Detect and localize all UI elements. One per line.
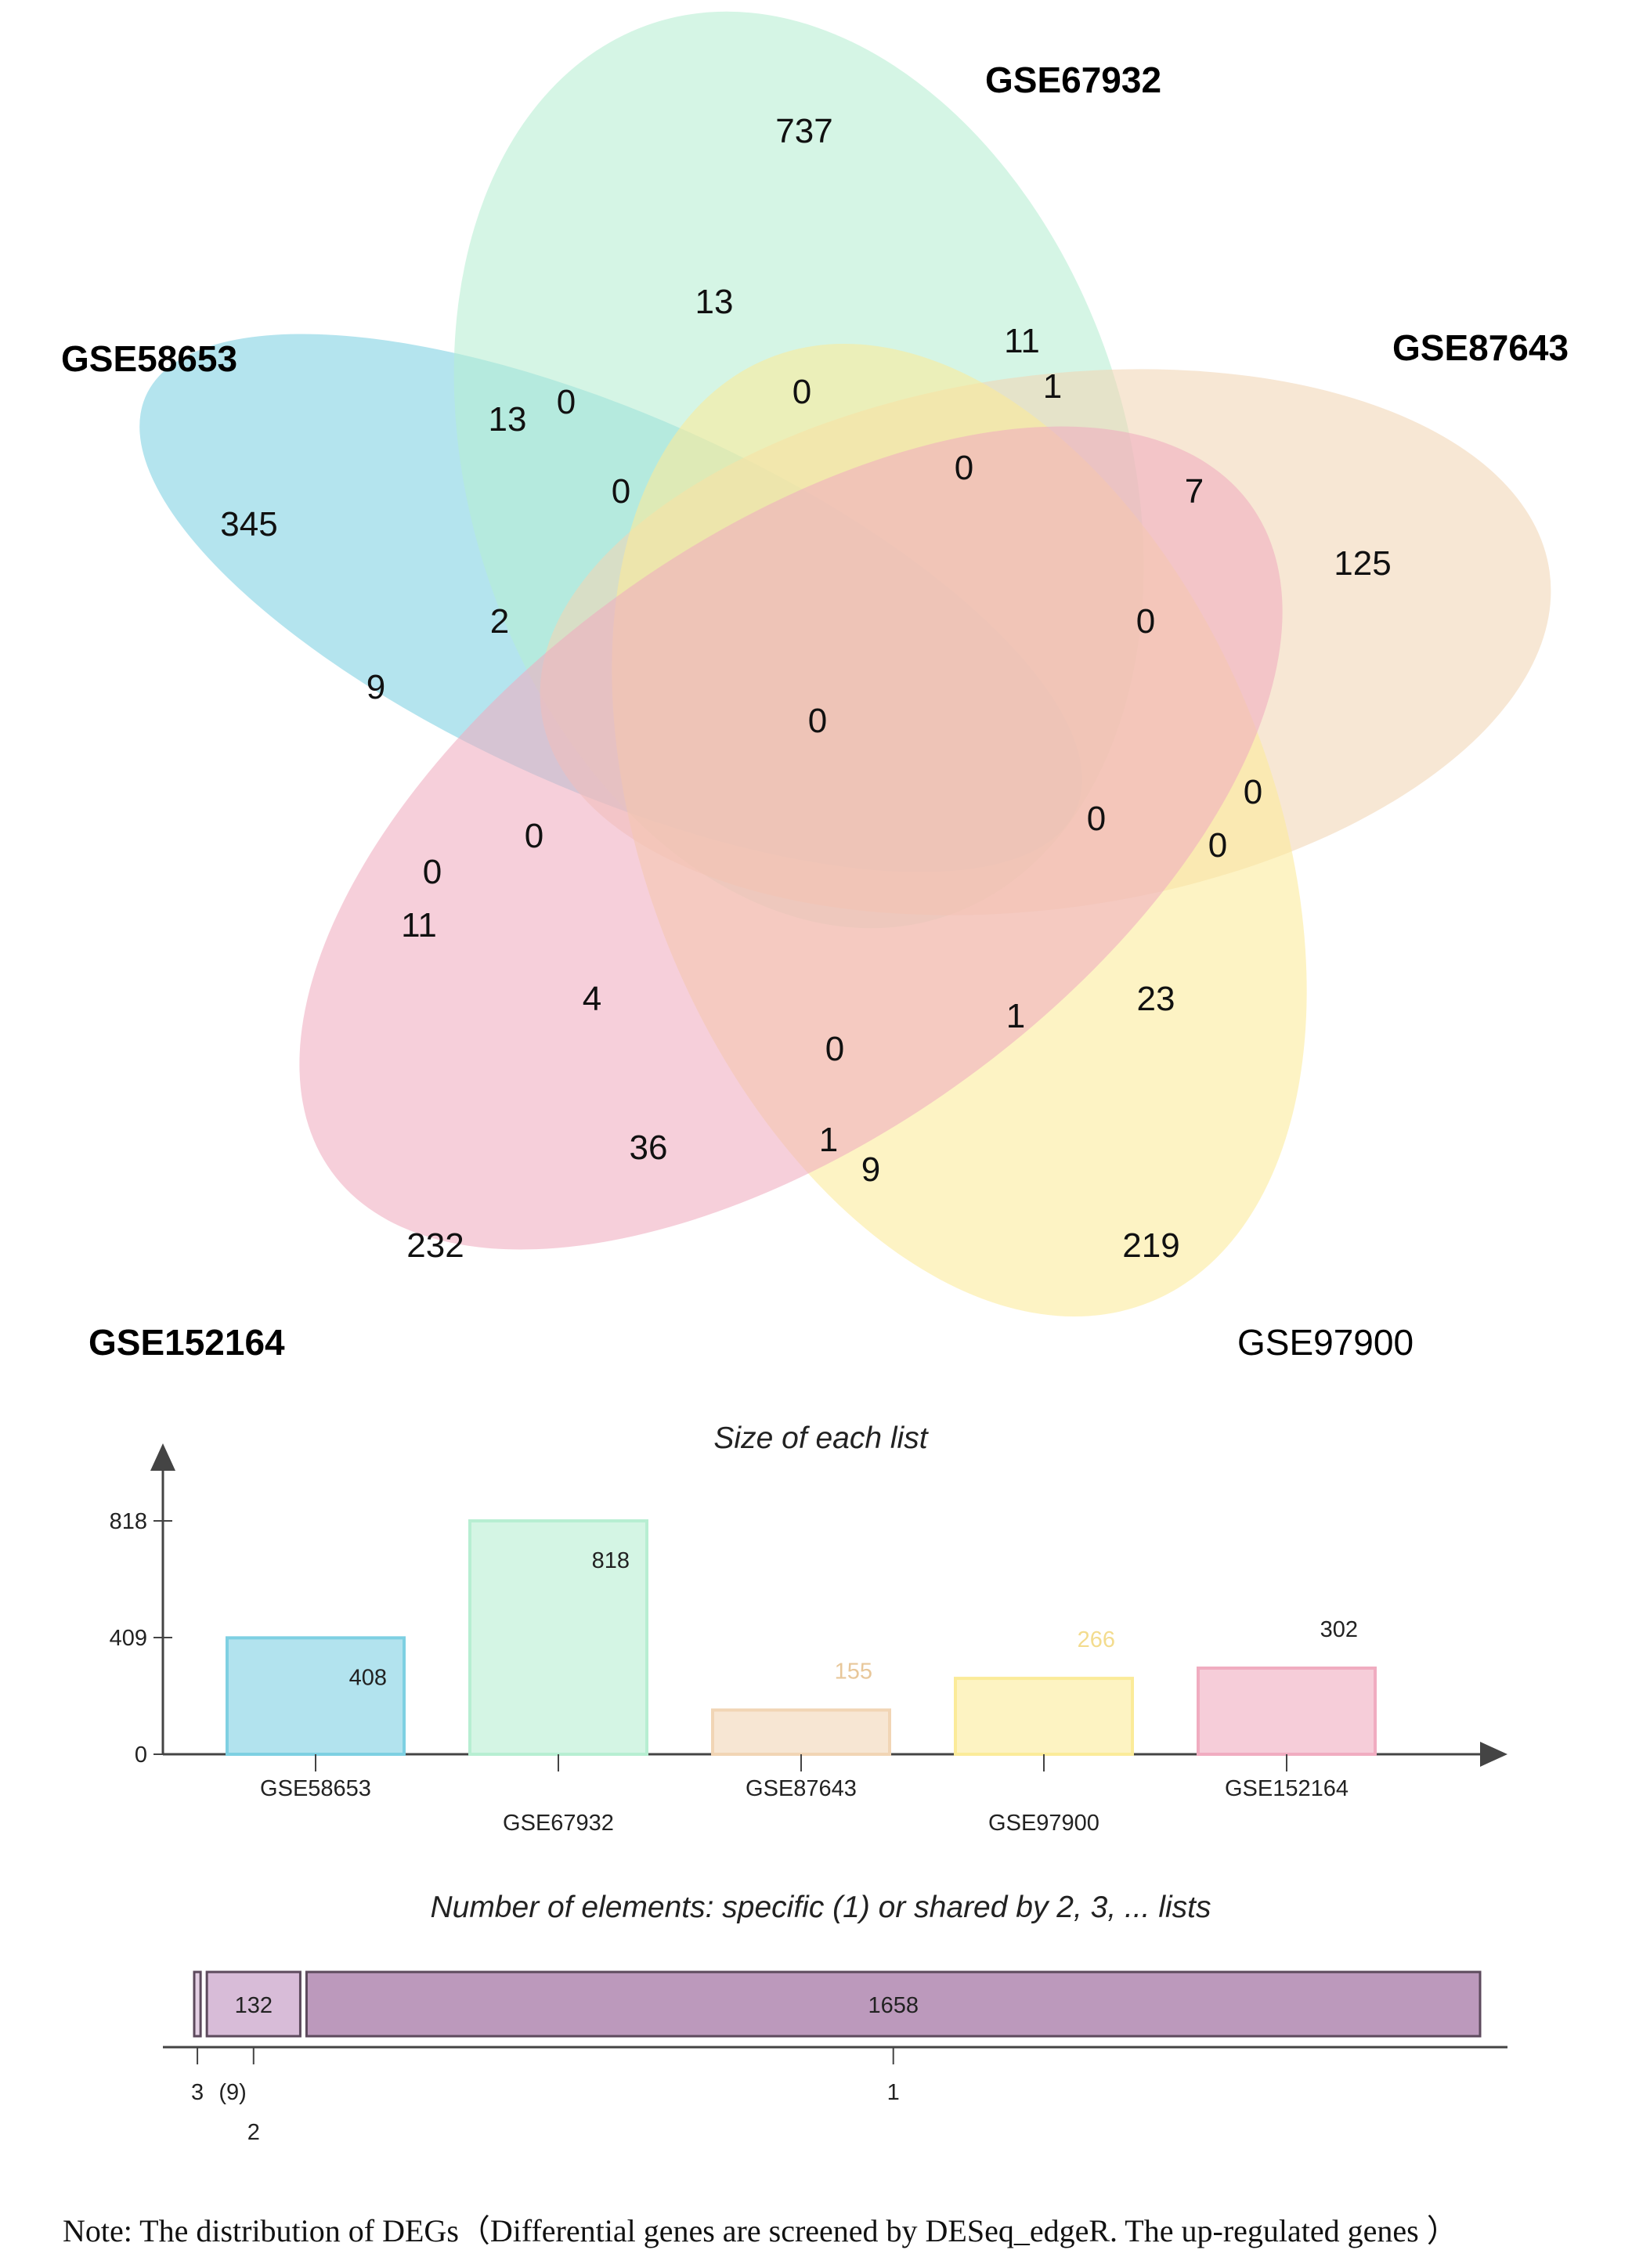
x-tick-label: GSE58653 [260, 1776, 371, 1801]
region-count: 1 [1006, 997, 1025, 1035]
x-tick-count-label: (9) [218, 2080, 246, 2105]
bar [954, 1677, 1134, 1757]
region-count: 0 [423, 853, 442, 891]
bar [226, 1636, 406, 1756]
bar-value-label: 408 [349, 1665, 387, 1690]
venn-diagram: GSE58653 GSE67932 GSE87643 GSE97900 GSE1… [61, 11, 1569, 1363]
venn-label-gse87643: GSE87643 [1392, 327, 1569, 368]
venn-label-gse97900: GSE97900 [1237, 1322, 1414, 1363]
segment-value-label: 1658 [868, 1993, 919, 2018]
bar [1197, 1666, 1377, 1757]
bar-value-label: 266 [1078, 1627, 1115, 1652]
region-count: 345 [220, 505, 277, 544]
x-tick-label: GSE87643 [746, 1776, 857, 1801]
x-axis-arrow [1480, 1742, 1507, 1767]
region-count: 0 [793, 373, 811, 411]
chart-title: Size of each list [713, 1421, 929, 1455]
x-tick-label: 3 [191, 2080, 204, 2105]
x-tick-label: GSE67932 [503, 1811, 614, 1836]
region-count: 4 [583, 980, 601, 1018]
region-count: 7 [1185, 472, 1204, 511]
ellipse-gse152164 [299, 426, 1283, 1250]
venn-label-gse67932: GSE67932 [985, 60, 1161, 100]
segment-bar [305, 1970, 1482, 2038]
region-count: 13 [695, 283, 734, 321]
region-count: 737 [775, 112, 832, 150]
x-tick-label: GSE152164 [1225, 1776, 1349, 1801]
region-count: 0 [1087, 800, 1106, 838]
venn-label-gse58653: GSE58653 [61, 338, 237, 379]
region-count: 0 [1208, 826, 1227, 865]
region-count: 23 [1137, 980, 1175, 1018]
region-count: 11 [401, 906, 437, 944]
venn-region-counts: 737 13 11 1 13 0 0 0 7 345 0 125 2 0 9 0… [220, 112, 1391, 1265]
y-tick-label: 0 [135, 1743, 147, 1768]
region-count: 1 [819, 1121, 838, 1159]
region-count: 0 [825, 1030, 844, 1068]
bar [711, 1708, 891, 1756]
region-count: 13 [489, 400, 527, 439]
shared-elements-chart: Number of elements: specific (1) or shar… [163, 1891, 1507, 2145]
venn-label-gse152164: GSE152164 [88, 1322, 285, 1363]
region-count: 125 [1334, 544, 1391, 583]
region-count: 2 [490, 602, 509, 641]
region-count: 11 [1004, 322, 1040, 360]
region-count: 232 [406, 1226, 464, 1265]
y-axis-arrow [150, 1443, 175, 1471]
region-count: 0 [1244, 773, 1262, 811]
bar-value-label: 818 [592, 1548, 630, 1573]
region-count: 0 [955, 449, 973, 487]
segment-bar [193, 1970, 202, 2038]
chart-title: Number of elements: specific (1) or shar… [430, 1891, 1211, 1924]
region-count: 0 [557, 383, 576, 421]
region-count: 36 [630, 1129, 668, 1167]
region-count: 219 [1122, 1226, 1179, 1265]
region-count: 9 [366, 668, 385, 706]
segment-bar [205, 1970, 301, 2038]
bar-value-label: 302 [1320, 1617, 1358, 1642]
x-tick-label: GSE97900 [988, 1811, 1099, 1836]
region-count: 1 [1043, 367, 1062, 406]
y-tick-label: 818 [110, 1509, 147, 1534]
region-count: 9 [861, 1150, 880, 1189]
bar [468, 1519, 648, 1756]
segment-value-label: 132 [235, 1993, 273, 2018]
figure-note: Note: The distribution of DEGs（Different… [63, 2213, 1458, 2248]
x-tick-label: 2 [247, 2120, 260, 2145]
region-count: 0 [612, 472, 630, 511]
region-count: 0 [525, 817, 543, 855]
bar-value-label: 155 [835, 1659, 872, 1685]
list-size-chart: Size of each list 0 409 818 408 818 155 266 30… [110, 1421, 1507, 1836]
region-count: 0 [808, 702, 827, 740]
x-tick-label: 1 [887, 2080, 900, 2105]
region-count: 0 [1136, 602, 1155, 641]
y-tick-label: 409 [110, 1626, 147, 1651]
